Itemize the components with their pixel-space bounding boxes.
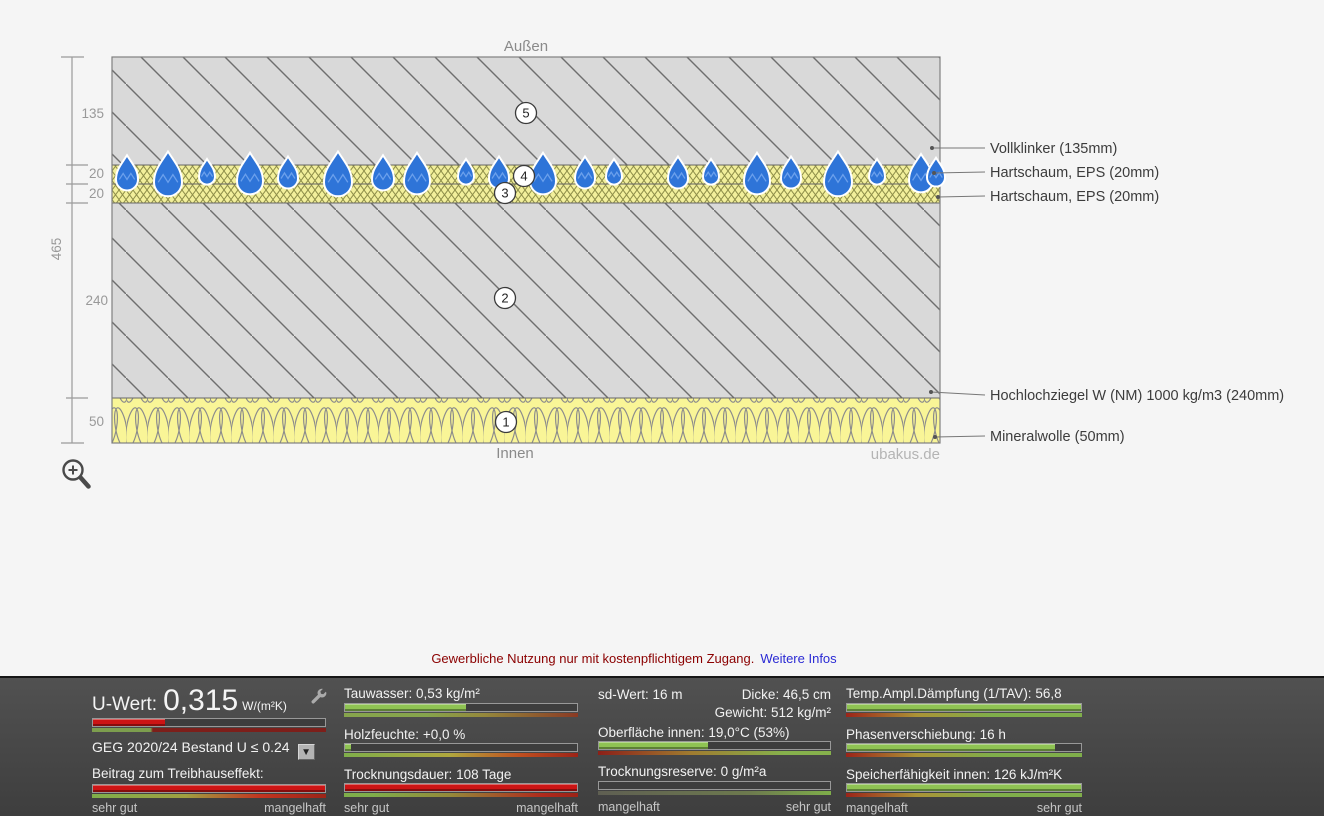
rating-left: sehr gut xyxy=(92,801,138,815)
phasenverschiebung-row: Phasenverschiebung: 16 h xyxy=(846,727,1006,742)
layer-marker-4[interactable]: 4 xyxy=(512,164,536,188)
layer-marker-2[interactable]: 2 xyxy=(493,286,517,310)
geg-label: GEG 2020/24 Bestand U ≤ 0.24 xyxy=(92,739,290,755)
surface-column: sd-Wert: 16 m Dicke: 46,5 cm Gewicht: 51… xyxy=(598,678,831,816)
bar-fill xyxy=(93,785,325,792)
geg-dropdown-button[interactable]: ▼ xyxy=(297,744,315,760)
rating-right: mangelhaft xyxy=(264,801,326,815)
geg-row: GEG 2020/24 Bestand U ≤ 0.24 ▼ xyxy=(92,739,332,760)
rating-scale: mangelhaft sehr gut xyxy=(598,800,831,814)
rating-scale: sehr gut mangelhaft xyxy=(344,801,578,815)
bar-scale xyxy=(846,793,1082,797)
rating-scale: sehr gut mangelhaft xyxy=(92,801,326,815)
uvalue-bar xyxy=(92,718,326,732)
bar-scale xyxy=(846,713,1082,717)
layer-hochlochziegel[interactable] xyxy=(112,203,940,398)
trocknungsreserve-bar xyxy=(598,781,831,795)
bar-fill xyxy=(345,704,466,711)
layer-marker-3[interactable]: 3 xyxy=(493,181,517,205)
bar-scale xyxy=(92,794,326,798)
leader-lines xyxy=(930,147,986,438)
dim-total: 465 xyxy=(49,238,64,261)
commercial-notice: Gewerbliche Nutzung nur mit kostenpflich… xyxy=(0,651,1268,666)
more-info-link[interactable]: Weitere Infos xyxy=(760,651,837,666)
speicherfaehigkeit-bar xyxy=(846,783,1082,797)
label-mineralwolle: Mineralwolle (50mm) xyxy=(990,429,1125,445)
tauwasser-row: Tauwasser: 0,53 kg/m² xyxy=(344,686,480,701)
holzfeuchte-row: Holzfeuchte: +0,0 % xyxy=(344,727,466,742)
tauwasser-bar xyxy=(344,703,578,717)
outside-label: Außen xyxy=(504,38,548,55)
uvalue-headline: U-Wert: 0,315 W/(m²K) xyxy=(92,684,332,718)
label-hochlochziegel: Hochlochziegel W (NM) 1000 kg/m3 (240mm) xyxy=(990,388,1284,404)
ghg-label: Beitrag zum Treibhauseffekt: xyxy=(92,766,264,781)
dim-135: 135 xyxy=(81,106,104,121)
inside-label: Innen xyxy=(496,445,534,462)
layer-marker-5[interactable]: 5 xyxy=(514,101,538,125)
notice-text: Gewerbliche Nutzung nur mit kostenpflich… xyxy=(431,651,755,666)
bar-fill xyxy=(93,719,165,726)
bar-scale xyxy=(846,753,1082,757)
tempampl-bar xyxy=(846,703,1082,717)
bar-fill xyxy=(847,784,1081,791)
results-panel: U-Wert: 0,315 W/(m²K) GEG 2020/24 Bestand … xyxy=(0,676,1324,816)
oberflaeche-bar xyxy=(598,741,831,755)
wall-outline xyxy=(111,56,941,444)
bar-fill xyxy=(847,704,1081,711)
svg-text:5: 5 xyxy=(522,106,529,121)
layer-eps-inner[interactable] xyxy=(112,184,940,203)
label-eps-inner: Hartschaum, EPS (20mm) xyxy=(990,189,1159,205)
svg-text:1: 1 xyxy=(502,415,509,430)
condensation-drops xyxy=(114,149,947,198)
moisture-column: Tauwasser: 0,53 kg/m² Holzfeuchte: +0,0 … xyxy=(344,678,578,816)
uvalue-column: U-Wert: 0,315 W/(m²K) GEG 2020/24 Bestand … xyxy=(92,678,332,816)
dim-50: 50 xyxy=(89,414,104,429)
uvalue-label: U-Wert: xyxy=(92,694,158,715)
dim-240: 240 xyxy=(85,293,108,308)
holzfeuchte-bar xyxy=(344,743,578,757)
label-vollklinker: Vollklinker (135mm) xyxy=(990,141,1117,157)
bar-scale xyxy=(344,793,578,797)
bar-scale xyxy=(344,753,578,757)
layer-mineralwolle[interactable] xyxy=(112,398,940,443)
zoom-in-icon[interactable] xyxy=(62,459,91,489)
leader-dots xyxy=(929,146,940,439)
bar-scale xyxy=(598,751,831,755)
rating-scale: mangelhaft sehr gut xyxy=(846,801,1082,815)
tempampl-row: Temp.Ampl.Dämpfung (1/TAV): 56,8 xyxy=(846,686,1062,701)
bar-fill xyxy=(847,744,1056,751)
trocknungsdauer-row: Trocknungsdauer: 108 Tage xyxy=(344,767,512,782)
bar-fill xyxy=(599,742,708,749)
bar-fill xyxy=(345,744,351,751)
svg-text:2: 2 xyxy=(501,291,508,306)
uvalue-unit: W/(m²K) xyxy=(242,699,287,713)
uvalue-value: 0,315 xyxy=(163,684,239,717)
dim-20b: 20 xyxy=(89,186,104,201)
watermark: ubakus.de xyxy=(871,446,940,463)
phasenverschiebung-bar xyxy=(846,743,1082,757)
construction-diagram: Außen Innen ubakus.de 135 20 20 240 50 4… xyxy=(49,38,1284,489)
trocknungsreserve-row: Trocknungsreserve: 0 g/m²a xyxy=(598,764,767,779)
svg-text:3: 3 xyxy=(501,186,508,201)
speicherfaehigkeit-row: Speicherfähigkeit innen: 126 kJ/m²K xyxy=(846,767,1063,782)
wrench-icon[interactable] xyxy=(309,688,328,707)
bar-scale xyxy=(92,728,326,732)
sd-dicke-row: sd-Wert: 16 m Dicke: 46,5 cm xyxy=(598,687,831,702)
dim-20a: 20 xyxy=(89,166,104,181)
oberflaeche-row: Oberfläche innen: 19,0°C (53%) xyxy=(598,725,790,740)
bar-fill xyxy=(345,784,577,791)
heat-column: Temp.Ampl.Dämpfung (1/TAV): 56,8 Phasenv… xyxy=(846,678,1082,816)
bar-scale xyxy=(344,713,578,717)
bar-scale xyxy=(598,791,831,795)
dimension-ruler xyxy=(61,56,88,444)
trocknungsdauer-bar xyxy=(344,783,578,797)
layer-marker-1[interactable]: 1 xyxy=(494,410,518,434)
label-eps-outer: Hartschaum, EPS (20mm) xyxy=(990,165,1159,181)
svg-text:4: 4 xyxy=(520,169,527,184)
gewicht-row: Gewicht: 512 kg/m² xyxy=(714,705,831,720)
ghg-bar xyxy=(92,784,326,798)
